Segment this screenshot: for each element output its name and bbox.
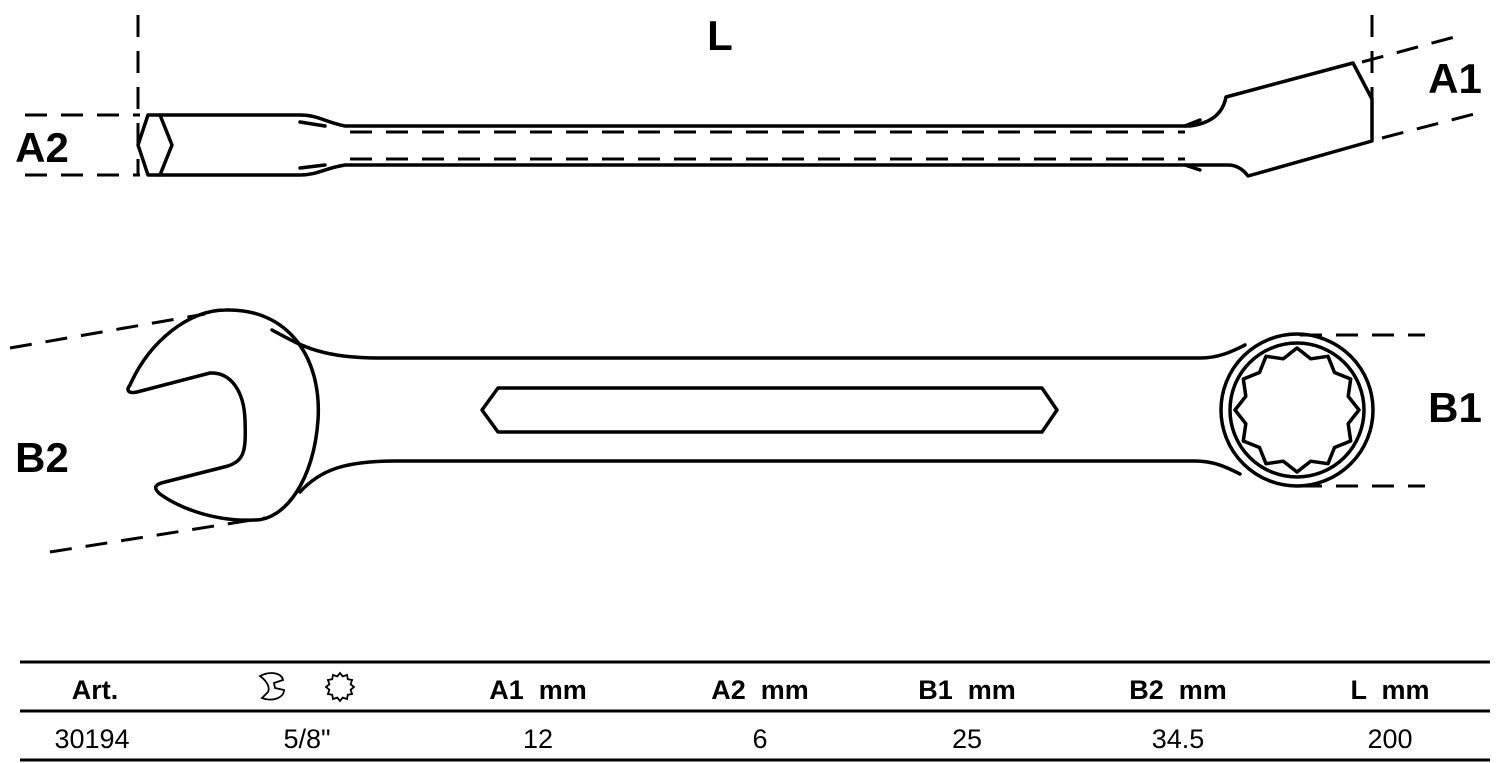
header-a1: A1 mm bbox=[489, 675, 587, 705]
cell-a2: 6 bbox=[752, 724, 767, 754]
header-b2: B2 mm bbox=[1129, 675, 1227, 705]
shaft-slot bbox=[480, 386, 1059, 434]
front-view bbox=[9, 308, 1425, 554]
shaft-bottom-edge bbox=[298, 459, 1242, 494]
cell-size: 5/8" bbox=[283, 724, 330, 754]
label-b1: B1 bbox=[1428, 384, 1482, 431]
header-a2: A2 mm bbox=[711, 675, 809, 705]
spec-table: Art. A1 mm A2 mm B1 mm B2 mm L mm 30194 … bbox=[20, 660, 1490, 762]
open-end-head bbox=[126, 308, 321, 522]
header-l: L mm bbox=[1350, 675, 1429, 705]
ring-end-inner bbox=[1228, 341, 1366, 479]
table-header-row: Art. A1 mm A2 mm B1 mm B2 mm L mm bbox=[72, 671, 1430, 705]
open-end-and-ring-wrench-icon bbox=[258, 671, 356, 703]
label-l: L bbox=[707, 12, 733, 59]
dimension-line-a1-bottom bbox=[1381, 110, 1483, 140]
label-a2: A2 bbox=[15, 124, 69, 171]
label-b2: B2 bbox=[15, 434, 69, 481]
side-view-chamfer bbox=[158, 113, 174, 177]
side-view-outline bbox=[136, 61, 1374, 178]
dimension-line-b2-top bbox=[9, 312, 206, 350]
ring-end-outer bbox=[1219, 332, 1375, 488]
ring-12-point-opening bbox=[1233, 346, 1361, 474]
dimension-line-a1-top bbox=[1361, 33, 1463, 64]
side-view bbox=[25, 15, 1483, 178]
side-view-details bbox=[298, 118, 1202, 172]
cell-l: 200 bbox=[1367, 724, 1412, 754]
table-row: 30194 5/8" 12 6 25 34.5 200 bbox=[54, 724, 1412, 754]
cell-art: 30194 bbox=[54, 724, 129, 754]
cell-b2: 34.5 bbox=[1152, 724, 1205, 754]
cell-a1: 12 bbox=[523, 724, 553, 754]
cell-b1: 25 bbox=[952, 724, 982, 754]
label-a1: A1 bbox=[1428, 55, 1482, 102]
header-b1: B1 mm bbox=[918, 675, 1016, 705]
header-art: Art. bbox=[72, 675, 119, 705]
shaft-top-edge bbox=[270, 328, 1247, 360]
dimension-line-b2-bottom bbox=[49, 516, 266, 554]
